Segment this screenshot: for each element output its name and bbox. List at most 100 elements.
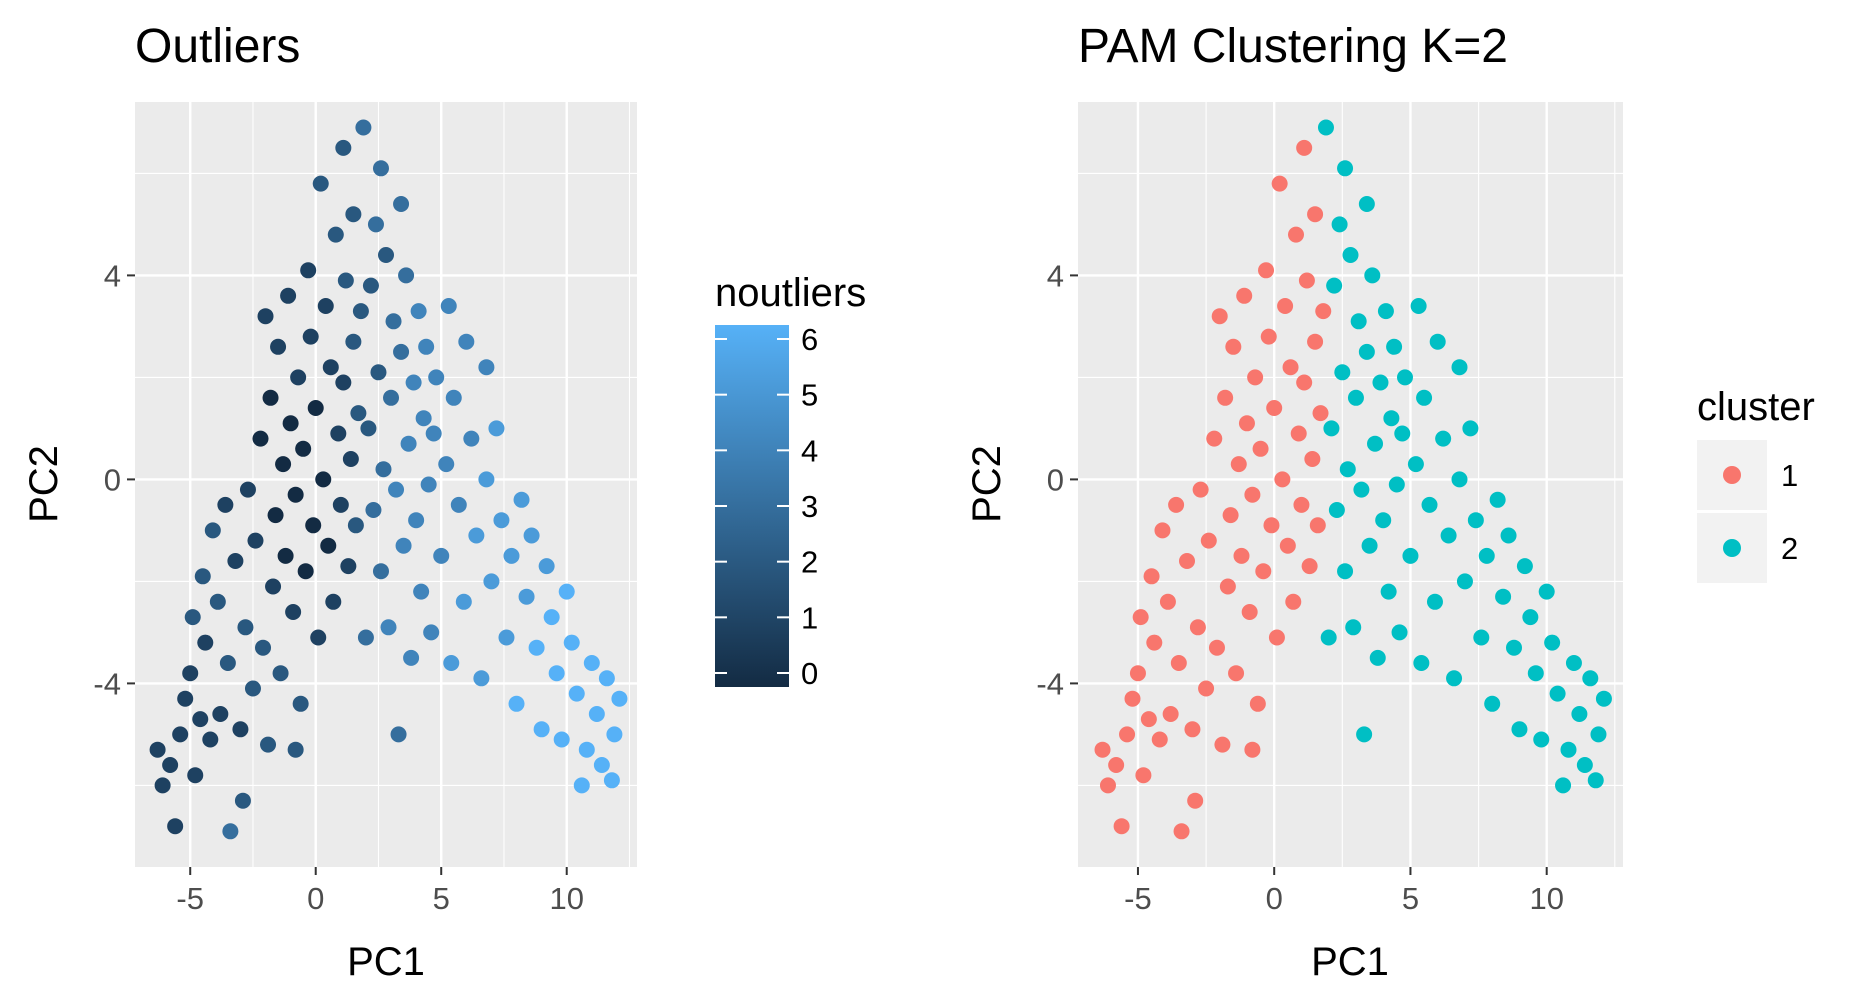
outliers-point [320,537,337,554]
outliers-y-tick-label: 0 [104,462,121,497]
outliers-point [598,670,615,687]
outliers-point [187,767,204,784]
pam-point [1307,206,1324,223]
cluster-legend-swatch-2 [1723,539,1741,557]
outliers-point [162,757,179,773]
pam-point [1538,583,1555,600]
cluster-legend-swatch-1 [1723,466,1741,484]
pam-point [1413,655,1430,671]
outliers-point [177,690,194,707]
outliers-point [327,226,344,243]
pam-point [1560,741,1577,758]
pam-point [1394,425,1411,442]
pam-point [1258,262,1275,279]
outliers-point [317,298,334,314]
pam-point [1211,308,1228,325]
pam-point [1473,629,1490,646]
outliers-point [345,333,362,350]
pam-point [1255,563,1272,580]
pam-point [1140,711,1157,728]
outliers-point [360,420,377,437]
outliers-point [415,410,432,427]
outliers-point [255,639,272,656]
pam-point [1094,741,1111,758]
pam-point [1337,563,1354,580]
pam-point [1301,558,1318,575]
outliers-point [443,655,460,671]
outliers-point [290,369,307,386]
outliers-point [388,481,405,498]
pam-point [1590,726,1607,743]
outliers-point [209,593,226,610]
outliers-y-tick-label: -4 [93,666,121,701]
pam-point [1369,649,1386,666]
outliers-point [232,721,249,738]
outliers-point [418,338,435,355]
pam-point [1410,298,1427,314]
outliers-point [440,298,457,314]
outliers-points [149,119,628,840]
pam-point [1317,119,1334,136]
outliers-point [325,593,342,610]
pam-point [1435,430,1452,447]
outliers-point [393,343,410,360]
outliers-point [312,175,329,192]
pam-point [1549,685,1566,702]
outliers-point [252,430,269,447]
outliers-gridlines [135,102,637,867]
pam-y-axis-title: PC2 [965,445,1009,523]
pam-point [1361,537,1378,554]
pam-point [1533,731,1550,748]
pam-point [1129,665,1146,682]
outliers-point [260,736,277,753]
pam-point [1244,486,1261,503]
outliers-point [237,619,254,636]
outliers-point [332,496,349,513]
outliers-point [588,706,605,722]
pam-point [1320,629,1337,646]
pam-point [1587,772,1604,789]
colorbar-tick-label: 5 [801,378,818,413]
outliers-point [154,777,171,794]
outliers-point [578,741,595,758]
pam-point [1576,757,1593,773]
outliers-point [423,624,440,641]
outliers-point [337,272,354,289]
pam-point [1198,680,1215,697]
pam-point [1113,818,1130,835]
outliers-point [342,451,359,467]
outliers-point [390,726,407,743]
outliers-point [262,389,279,406]
pam-point [1347,389,1364,406]
outliers-x-tick-label: -5 [176,881,204,916]
pam-point [1356,726,1373,743]
outliers-point [270,338,287,355]
outliers-point [217,496,234,513]
noutliers-colorbar-ticks: 0 1 2 3 4 5 6 [715,322,818,691]
pam-point [1290,425,1307,442]
outliers-point [493,512,510,529]
outliers-point [192,711,209,728]
noutliers-legend: noutliers 0 1 2 3 4 5 6 [715,271,866,691]
pam-point [1342,247,1359,263]
pam-point [1377,303,1394,320]
pam-point [1582,670,1599,687]
outliers-point [583,655,600,671]
pam-point [1282,359,1299,376]
pam-point [1124,690,1141,707]
pam-y-tick-label: 0 [1047,462,1064,497]
outliers-point [558,583,575,600]
pam-point [1391,624,1408,641]
pam-point [1274,471,1291,488]
outliers-point [227,553,244,569]
pam-point [1266,400,1283,416]
pam-point [1407,456,1424,473]
pam-point [1350,313,1367,330]
pam-point [1386,338,1403,355]
outliers-point [425,425,442,442]
outliers-point [438,456,455,473]
pam-point [1429,333,1446,350]
pam-point [1383,410,1400,427]
outliers-point [410,303,427,320]
pam-point [1099,777,1116,794]
